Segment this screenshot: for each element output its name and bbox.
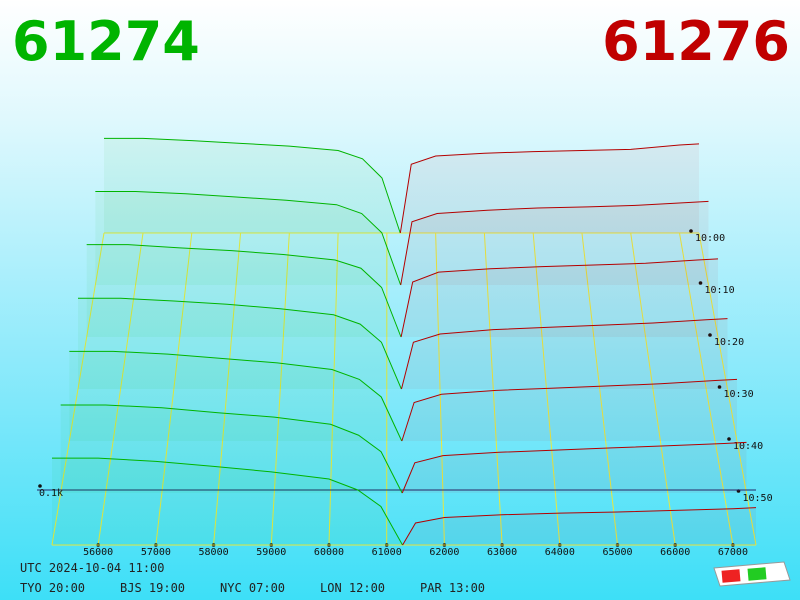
bids-depth-line	[95, 191, 402, 286]
x-tick-label: 60000	[314, 547, 344, 558]
bids-depth-line	[60, 404, 403, 494]
3d-glasses-icon	[713, 561, 791, 587]
asks-depth-line	[402, 507, 757, 546]
city-time: NYC 07:00	[220, 581, 285, 595]
t-tick-label: 10:30	[724, 389, 754, 400]
asks-depth-line	[401, 441, 747, 494]
asks-area	[402, 442, 747, 493]
grid-line	[435, 232, 445, 546]
grid-line	[532, 232, 561, 546]
grid-edge	[51, 232, 105, 546]
utc-time: UTC 2024-10-04 11:00	[20, 561, 165, 575]
x-tick-label: 56000	[83, 547, 113, 558]
plot: 56000 57000 58000 59000 60000 61000 62000 63000…	[37, 137, 773, 558]
grid-line	[483, 232, 503, 546]
bid-price: 61274	[12, 10, 200, 73]
bids-area	[69, 351, 402, 441]
bids-depth-line	[78, 297, 402, 390]
t-tick-mark	[689, 229, 693, 233]
asks-area	[401, 379, 737, 441]
x-tick-label: 64000	[545, 547, 575, 558]
asks-depth-line	[399, 143, 700, 234]
city-times: TYO 20:00 BJS 19:00 NYC 07:00 LON 12:00 PAR …	[20, 581, 485, 595]
asks-depth-line	[400, 200, 709, 286]
bids-area	[52, 458, 403, 545]
x-tick-label: 61000	[372, 547, 402, 558]
grid-line	[581, 232, 619, 546]
asks-area	[401, 318, 728, 389]
asks-area	[402, 507, 756, 545]
bids-depth-line	[52, 457, 403, 546]
t-tick-mark	[717, 385, 722, 389]
grid-line	[328, 232, 339, 546]
bids-depth-line	[69, 350, 403, 442]
x-tick-label: 63000	[487, 547, 517, 558]
city-time: PAR 13:00	[420, 581, 485, 595]
grid-edge	[698, 232, 757, 546]
bids-area	[95, 191, 401, 285]
x-tick-label: 57000	[141, 547, 171, 558]
grid-line	[270, 232, 290, 546]
x-tick-label: 66000	[660, 547, 690, 558]
t-tick-label: 10:50	[743, 493, 773, 504]
t-tick-mark	[727, 437, 731, 441]
bids-depth-line	[86, 244, 402, 338]
t-tick-mark	[708, 333, 712, 337]
city-time: BJS 19:00	[120, 581, 185, 595]
grid-line	[630, 232, 676, 546]
asks-area	[401, 258, 718, 337]
ask-price: 61276	[602, 10, 790, 73]
city-time: LON 12:00	[320, 581, 385, 595]
z-tick-label: 0.1k	[39, 488, 63, 499]
x-tick-label: 67000	[718, 547, 748, 558]
bids-area	[104, 138, 401, 233]
city-time: TYO 20:00	[20, 581, 85, 595]
t-tick-label: 10:00	[695, 233, 725, 244]
grid-line	[678, 232, 734, 546]
asks-depth-line	[400, 318, 728, 390]
x-tick-label: 58000	[199, 547, 229, 558]
t-tick-label: 10:40	[733, 441, 763, 452]
t-tick-mark	[698, 281, 703, 285]
asks-depth-line	[400, 258, 719, 338]
bids-depth-line	[104, 137, 401, 234]
asks-depth-line	[401, 378, 738, 442]
t-tick-label: 10:20	[714, 337, 744, 348]
bids-area	[60, 405, 403, 493]
grid-line	[155, 232, 193, 546]
grid-line	[97, 232, 144, 546]
x-tick-label: 59000	[256, 547, 286, 558]
z-tick-mark	[38, 484, 42, 488]
x-tick-label: 62000	[429, 547, 459, 558]
t-tick-label: 10:10	[705, 285, 735, 296]
bids-area	[78, 298, 402, 389]
grid-line	[213, 232, 242, 546]
x-tick-label: 65000	[602, 547, 632, 558]
